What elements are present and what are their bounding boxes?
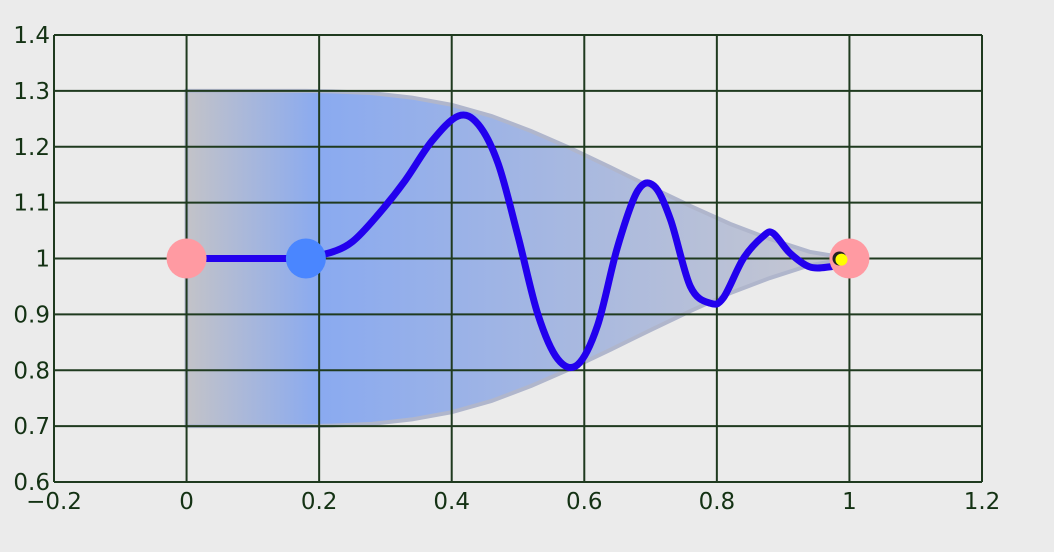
x-tick-label-1: 0 — [179, 489, 194, 515]
x-tick-label-7: 1.2 — [964, 489, 1001, 515]
series-line-0 — [183, 111, 843, 372]
x-tick-label-3: 0.4 — [433, 489, 470, 515]
y-tick-label-4: 1 — [35, 247, 50, 273]
y-tick-label-8: 1.4 — [13, 23, 50, 49]
marker-2[interactable] — [829, 238, 870, 279]
y-tick-label-7: 1.3 — [13, 79, 50, 105]
y-tick-label-1: 0.7 — [13, 414, 50, 440]
x-tick-label-5: 0.8 — [699, 489, 736, 515]
x-tick-label-6: 1 — [842, 489, 857, 515]
y-tick-label-2: 0.8 — [13, 358, 50, 384]
y-tick-label-3: 0.9 — [13, 302, 50, 328]
y-tick-label-5: 1.1 — [13, 191, 50, 217]
marker-4[interactable] — [835, 253, 848, 266]
y-tick-label-0: 0.6 — [13, 470, 50, 496]
marker-0[interactable] — [166, 238, 207, 279]
marker-1[interactable] — [285, 238, 326, 279]
x-tick-label-2: 0.2 — [301, 489, 338, 515]
y-tick-label-6: 1.2 — [13, 135, 50, 161]
x-tick-label-4: 0.6 — [566, 489, 603, 515]
x-tick-label-0: −0.2 — [26, 489, 82, 515]
